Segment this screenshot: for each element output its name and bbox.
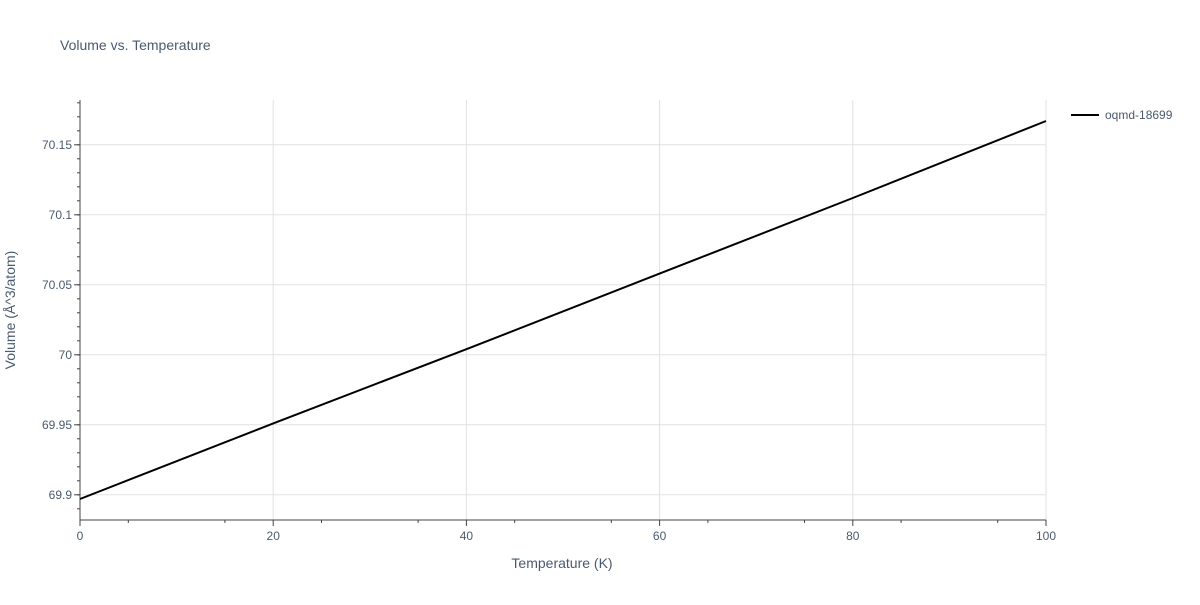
legend-label: oqmd-18699: [1105, 108, 1173, 122]
y-tick-label: 70.05: [42, 278, 72, 292]
legend[interactable]: oqmd-18699: [1071, 108, 1173, 122]
x-tick-label: 40: [460, 529, 474, 543]
y-tick-label: 70.1: [49, 208, 73, 222]
y-tick-label: 70: [59, 348, 73, 362]
legend-item[interactable]: oqmd-18699: [1071, 108, 1173, 122]
x-tick-label: 0: [77, 529, 84, 543]
x-tick-label: 80: [846, 529, 860, 543]
y-tick-label: 69.95: [42, 418, 72, 432]
series-layer: [79, 120, 1047, 500]
x-axis-label: Temperature (K): [511, 555, 612, 571]
chart-title: Volume vs. Temperature: [60, 37, 211, 53]
axes: 0 20 40 60 80 100 69.9 69.95 70 70.05 70.1 70.15: [42, 100, 1056, 543]
x-tick-label: 100: [1036, 529, 1056, 543]
y-tick-label: 69.9: [49, 488, 73, 502]
series-line: [79, 120, 1047, 500]
x-tick-label: 60: [653, 529, 667, 543]
x-tick-label: 20: [267, 529, 281, 543]
grid: [80, 100, 1047, 520]
y-axis-label: Volume (Å^3/atom): [2, 251, 18, 370]
y-tick-label: 70.15: [42, 138, 72, 152]
